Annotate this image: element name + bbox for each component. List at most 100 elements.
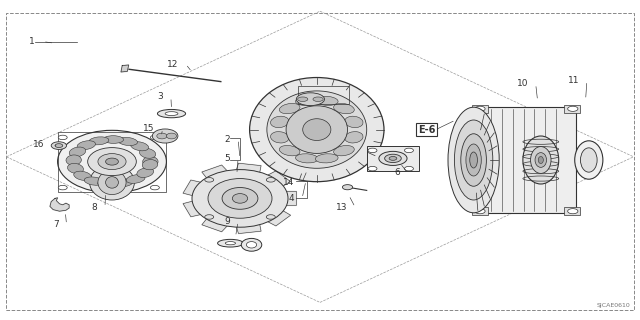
Ellipse shape (296, 154, 318, 163)
Ellipse shape (241, 238, 262, 251)
Circle shape (404, 166, 413, 171)
Ellipse shape (98, 154, 126, 170)
Polygon shape (236, 225, 261, 234)
Ellipse shape (298, 97, 308, 101)
Ellipse shape (538, 156, 543, 164)
Polygon shape (202, 219, 227, 232)
Ellipse shape (250, 77, 384, 182)
Ellipse shape (267, 91, 367, 168)
Ellipse shape (523, 136, 559, 184)
Text: 1: 1 (29, 37, 35, 46)
Polygon shape (268, 171, 291, 186)
Ellipse shape (208, 179, 272, 218)
Ellipse shape (575, 141, 603, 179)
Polygon shape (50, 198, 69, 211)
Bar (564, 207, 580, 215)
Polygon shape (183, 201, 200, 217)
Ellipse shape (232, 194, 248, 203)
Ellipse shape (74, 171, 92, 180)
Text: 15: 15 (143, 124, 155, 133)
Circle shape (266, 178, 275, 182)
Ellipse shape (454, 120, 493, 200)
Ellipse shape (157, 133, 167, 139)
Text: E-6: E-6 (418, 125, 435, 135)
Polygon shape (287, 191, 296, 205)
Bar (472, 207, 488, 215)
Ellipse shape (77, 141, 95, 150)
Ellipse shape (103, 136, 124, 143)
Text: 11: 11 (568, 76, 579, 85)
Ellipse shape (531, 147, 551, 173)
Ellipse shape (106, 158, 118, 165)
Ellipse shape (279, 146, 300, 156)
Ellipse shape (98, 170, 126, 195)
Ellipse shape (66, 155, 81, 165)
Ellipse shape (271, 132, 289, 143)
Bar (564, 105, 580, 113)
Ellipse shape (333, 146, 355, 156)
Text: 14: 14 (283, 178, 294, 187)
Circle shape (368, 148, 377, 153)
Bar (58, 132, 166, 191)
Circle shape (55, 144, 63, 148)
Text: 3: 3 (157, 92, 163, 101)
Text: SJCAE0610: SJCAE0610 (596, 303, 630, 308)
Ellipse shape (106, 177, 118, 188)
Ellipse shape (316, 96, 338, 105)
Circle shape (404, 148, 413, 153)
Circle shape (342, 185, 353, 190)
Text: 16: 16 (33, 140, 45, 149)
Circle shape (385, 154, 401, 163)
Ellipse shape (69, 147, 86, 157)
Circle shape (379, 151, 407, 165)
Ellipse shape (89, 137, 109, 145)
Ellipse shape (113, 179, 132, 187)
Circle shape (266, 215, 275, 219)
Ellipse shape (118, 137, 138, 146)
Ellipse shape (286, 106, 348, 153)
Bar (298, 86, 349, 104)
Circle shape (58, 135, 67, 140)
Ellipse shape (345, 132, 363, 143)
Ellipse shape (218, 239, 243, 247)
Text: 5: 5 (225, 154, 230, 163)
Circle shape (51, 142, 67, 149)
Ellipse shape (461, 134, 486, 186)
Ellipse shape (470, 152, 477, 168)
Ellipse shape (333, 103, 355, 114)
Circle shape (205, 215, 214, 219)
Ellipse shape (466, 144, 481, 176)
Ellipse shape (84, 177, 104, 185)
Text: 2: 2 (225, 135, 230, 144)
Ellipse shape (222, 188, 258, 209)
Circle shape (150, 135, 159, 140)
Polygon shape (121, 65, 129, 72)
Ellipse shape (192, 170, 288, 227)
Ellipse shape (157, 109, 186, 118)
Ellipse shape (246, 242, 257, 248)
Text: 12: 12 (166, 60, 178, 68)
Text: 10: 10 (516, 79, 528, 88)
Text: 13: 13 (336, 203, 348, 212)
Ellipse shape (90, 165, 134, 200)
Ellipse shape (535, 153, 547, 167)
Text: 7: 7 (53, 220, 59, 229)
Ellipse shape (98, 180, 118, 188)
Circle shape (58, 185, 67, 190)
Ellipse shape (152, 129, 178, 143)
Circle shape (475, 106, 485, 111)
Ellipse shape (131, 142, 148, 151)
Ellipse shape (279, 103, 300, 114)
Polygon shape (183, 180, 200, 196)
Ellipse shape (165, 112, 178, 116)
Ellipse shape (142, 160, 158, 170)
Ellipse shape (345, 116, 363, 128)
Circle shape (568, 106, 578, 111)
Ellipse shape (126, 175, 145, 183)
Ellipse shape (296, 96, 318, 105)
Ellipse shape (313, 97, 323, 101)
Circle shape (389, 156, 397, 160)
Bar (367, 146, 419, 171)
Polygon shape (202, 165, 227, 178)
Polygon shape (236, 163, 261, 172)
